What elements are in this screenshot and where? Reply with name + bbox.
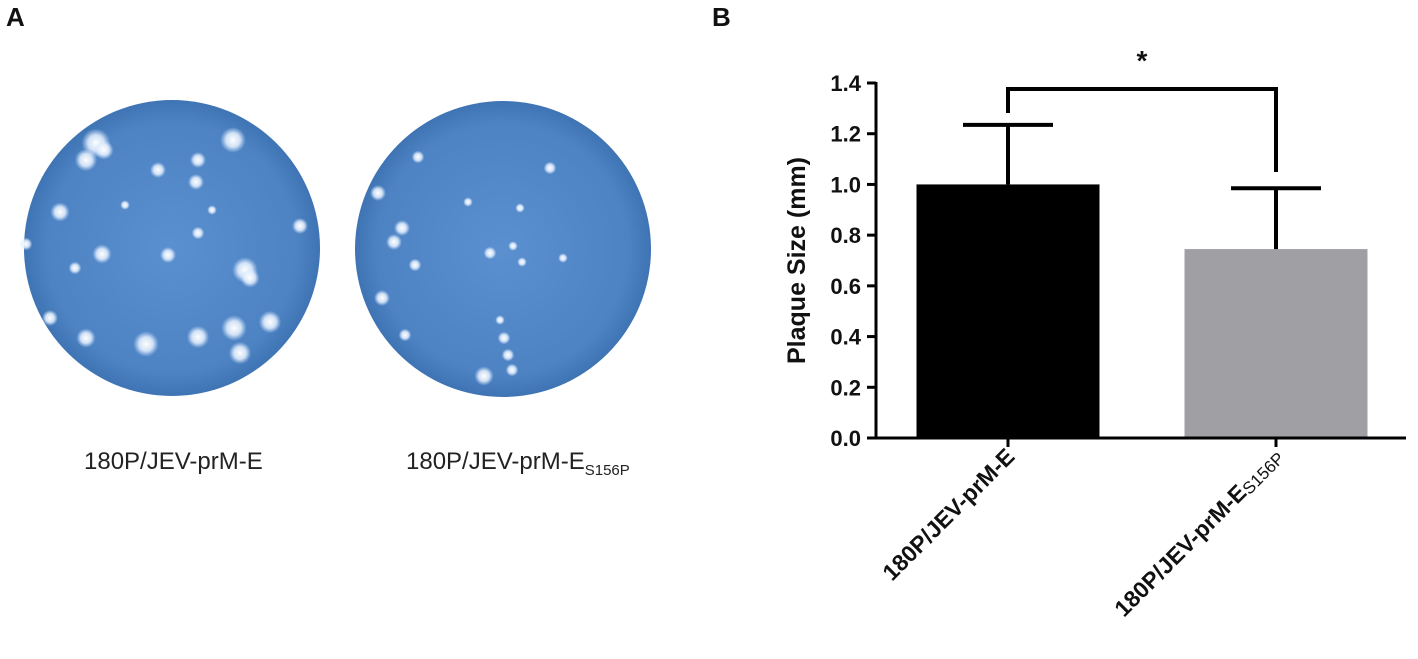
plaque-spot (408, 258, 422, 272)
plaque-dishes (19, 100, 651, 397)
plaque-spot (76, 328, 96, 348)
plaque-spot (501, 348, 515, 362)
plaque-dish-s156p (355, 101, 651, 397)
plaque-spot (474, 366, 494, 386)
plaque-spot (133, 331, 159, 357)
plaque-spot (92, 244, 112, 264)
plaque-spot (160, 247, 176, 263)
y-tick-label: 0.4 (830, 325, 861, 350)
bar (1184, 249, 1368, 438)
plaque-spot (258, 310, 282, 334)
panel-letter-b: B (712, 2, 731, 32)
dish-plate (355, 101, 651, 397)
y-tick-label: 0.8 (830, 223, 861, 248)
plaque-spot (558, 253, 568, 263)
y-tick-label: 1.0 (830, 172, 861, 197)
dish-plate (24, 100, 320, 396)
plaque-spot (497, 331, 511, 345)
plaque-spot (543, 161, 557, 175)
y-tick-label: 0.2 (830, 375, 861, 400)
y-tick-label: 1.2 (830, 122, 861, 147)
plaque-spot (94, 140, 114, 160)
dish-label-wild-type: 180P/JEV-prM-E (84, 448, 263, 475)
significance-bracket (1006, 87, 1278, 172)
significance-label: * (1137, 45, 1148, 76)
plaque-spot (483, 246, 497, 260)
dish-label-s156p: 180P/JEV-prM-ES156P (406, 448, 630, 479)
plaque-spot (508, 241, 518, 251)
plaque-spot (188, 174, 204, 190)
plaque-spot (228, 341, 252, 365)
panel-letter-a: A (6, 2, 25, 32)
plaque-spot (220, 127, 246, 153)
plaque-spot (190, 152, 206, 168)
plaque-spot (411, 150, 425, 164)
plaque-spot (517, 257, 527, 267)
plaque-spot (386, 234, 402, 250)
plaque-spot (186, 325, 210, 349)
plaque-spot (221, 315, 247, 341)
plaque-spot (374, 290, 390, 306)
plaque-spot (240, 268, 260, 288)
y-tick-label: 0.6 (830, 274, 861, 299)
plaque-spot (42, 310, 58, 326)
plaque-spot (394, 220, 410, 236)
plaque-spot (120, 200, 130, 210)
plaque-spot (463, 197, 473, 207)
plaque-spot (515, 203, 525, 213)
x-tick-label: 180P/JEV-prM-E (877, 443, 1019, 585)
plaque-spot (398, 328, 412, 342)
plaque-spot (150, 162, 166, 178)
y-axis-label: Plaque Size (mm) (783, 157, 811, 364)
y-tick-label: 0.0 (830, 426, 861, 451)
x-tick-label: 180P/JEV-prM-ES156P (1109, 443, 1288, 622)
y-tick-label: 1.4 (830, 71, 861, 96)
bar (916, 184, 1100, 438)
plaque-spot (495, 315, 505, 325)
plaque-spot (292, 218, 308, 234)
plaque-spot (68, 261, 82, 275)
plaque-spot (19, 237, 33, 251)
plaque-spot (50, 202, 70, 222)
plaque-spot (74, 148, 98, 172)
plaque-spot (505, 363, 519, 377)
plaque-spot (370, 185, 386, 201)
plaque-spot (191, 226, 205, 240)
plaque-spot (207, 205, 217, 215)
plaque-dish-wild-type (19, 100, 320, 396)
